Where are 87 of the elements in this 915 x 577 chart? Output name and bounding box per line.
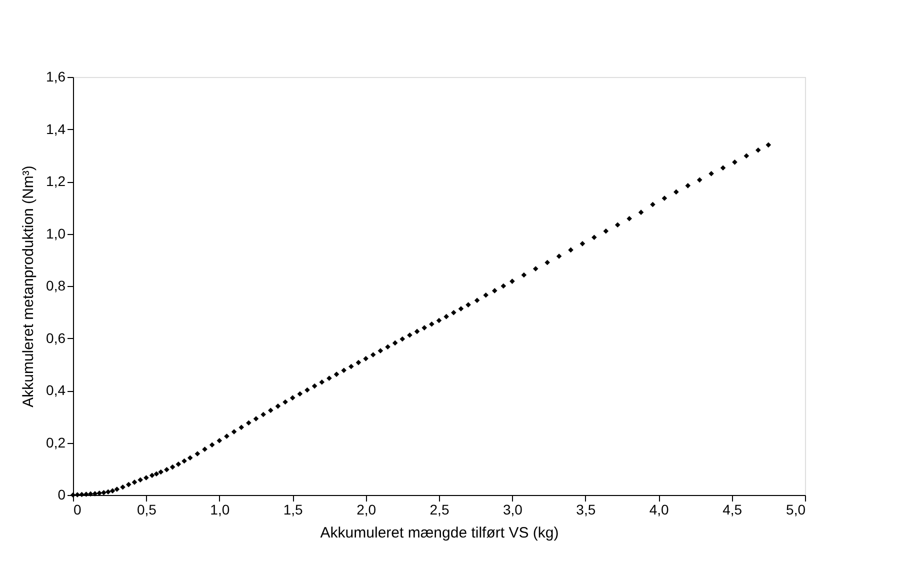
point (297, 391, 303, 397)
x-tick-label: 1,0 (210, 502, 230, 518)
point (105, 489, 111, 495)
point (436, 318, 442, 324)
point (444, 314, 449, 320)
y-tick-label: 0,4 (46, 382, 66, 398)
x-axis-title: Akkumuleret mængde tilført VS (kg) (320, 524, 559, 542)
y-tick-label: 0,6 (46, 330, 66, 346)
point (275, 404, 281, 409)
point (154, 471, 160, 476)
point (614, 222, 620, 228)
point (414, 328, 420, 334)
point (603, 228, 609, 234)
x-tick-label: 0 (74, 502, 82, 518)
y-tick-label: 0,8 (46, 278, 66, 294)
point (74, 492, 80, 498)
point (202, 446, 208, 452)
y-tick-label: 1,0 (46, 225, 66, 242)
x-tick-label: 5,0 (786, 502, 806, 518)
point (224, 434, 230, 439)
x-tick-label: 4,0 (649, 502, 670, 518)
point (483, 292, 488, 298)
point (492, 288, 498, 294)
x-tick-label: 1,5 (283, 502, 304, 518)
point (363, 356, 368, 362)
point (696, 177, 702, 183)
point (532, 266, 538, 272)
point (732, 160, 738, 165)
x-tick-label: 3,5 (576, 502, 596, 518)
point (326, 376, 332, 381)
y-tick-label: 1,4 (46, 120, 66, 137)
x-tick-label: 4,5 (722, 502, 742, 518)
point (341, 368, 346, 374)
point (474, 298, 480, 304)
point (708, 171, 714, 176)
point (356, 360, 362, 366)
point (164, 467, 170, 472)
point (290, 395, 296, 400)
point (88, 491, 94, 497)
point (187, 455, 193, 461)
point (144, 475, 149, 480)
point (407, 332, 412, 338)
point (766, 142, 772, 148)
y-tick-label: 0 (58, 486, 66, 502)
point (450, 310, 456, 316)
point (500, 283, 506, 289)
point (312, 383, 318, 389)
point (268, 408, 274, 413)
point (592, 234, 597, 240)
point (170, 464, 176, 470)
x-tick-label: 2,0 (356, 502, 376, 518)
point (429, 321, 434, 327)
y-tick-label: 1,6 (46, 68, 66, 84)
point (120, 484, 126, 490)
point (400, 336, 406, 342)
point (685, 183, 691, 188)
point (126, 482, 132, 488)
point (744, 153, 750, 159)
y-tick-label: 1,2 (46, 173, 66, 189)
point (149, 472, 155, 478)
y-axis-title: Akkumuleret metanproduktion (Nm³) (20, 166, 38, 408)
point (580, 241, 586, 246)
point (216, 438, 222, 444)
x-tick-label: 2,5 (430, 502, 450, 518)
point (385, 344, 390, 350)
point (138, 477, 143, 482)
point (756, 148, 761, 153)
point (392, 340, 398, 346)
point (84, 492, 89, 497)
x-tick-label: 3,0 (502, 502, 523, 518)
y-tick-label: 0,2 (46, 434, 66, 450)
point (101, 490, 106, 496)
point (176, 462, 182, 467)
point (238, 424, 244, 430)
point (521, 272, 527, 278)
point (674, 189, 679, 195)
point (348, 364, 354, 370)
point (319, 379, 325, 385)
point (246, 420, 252, 426)
point (422, 325, 428, 330)
point (209, 442, 215, 448)
point (370, 352, 376, 358)
point (626, 216, 632, 222)
point (720, 165, 726, 171)
x-tick-label: 0,5 (136, 502, 157, 518)
point (466, 302, 471, 308)
point (510, 278, 515, 284)
